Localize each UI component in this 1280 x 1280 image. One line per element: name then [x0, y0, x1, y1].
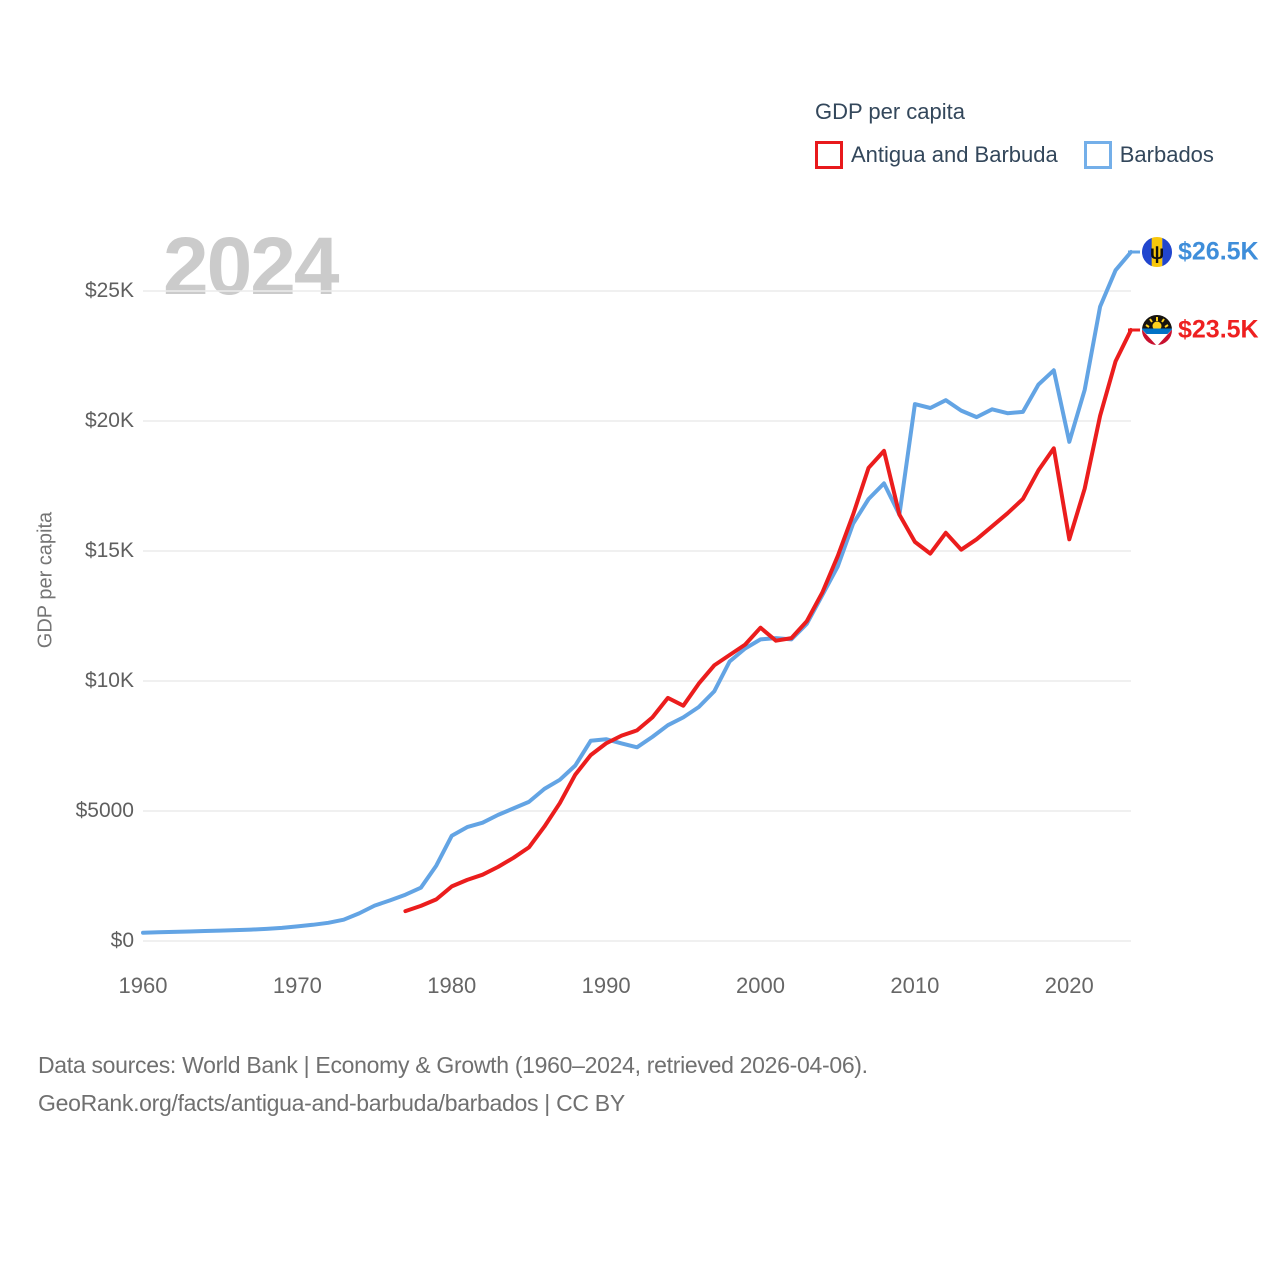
legend-item-label: Antigua and Barbuda — [851, 142, 1058, 167]
barbados-end-value-label: $26.5K — [1178, 237, 1259, 266]
legend-items: Antigua and Barbuda Barbados — [815, 141, 1214, 169]
legend: GDP per capita Antigua and Barbuda Barba… — [815, 99, 1214, 169]
watermark-year: 2024 — [163, 221, 339, 312]
legend-item-barbados[interactable]: Barbados — [1083, 141, 1214, 169]
footer-attribution-line: GeoRank.org/facts/antigua-and-barbuda/ba… — [38, 1090, 625, 1116]
legend-title: GDP per capita — [815, 99, 966, 124]
series-line-antigua-and-barbuda — [403, 328, 1133, 914]
antigua-and-barbuda-end-value-label: $23.5K — [1178, 315, 1259, 344]
legend-item-antigua-and-barbuda[interactable]: Antigua and Barbuda — [815, 141, 1058, 169]
barbados-flag-icon: ψ — [1140, 235, 1174, 269]
legend-swatch-icon — [1083, 141, 1112, 169]
svg-text:ψ: ψ — [1150, 243, 1164, 264]
series-line-barbados — [141, 250, 1133, 935]
legend-item-label: Barbados — [1119, 142, 1214, 167]
legend-swatch-icon — [815, 141, 843, 169]
y-axis-title: GDP per capita — [34, 511, 57, 649]
antigua-and-barbuda-flag-icon — [1140, 313, 1174, 347]
data-source-footer: Data sources: World Bank | Economy & Gro… — [38, 1046, 868, 1122]
footer-sources-line: Data sources: World Bank | Economy & Gro… — [38, 1052, 868, 1078]
